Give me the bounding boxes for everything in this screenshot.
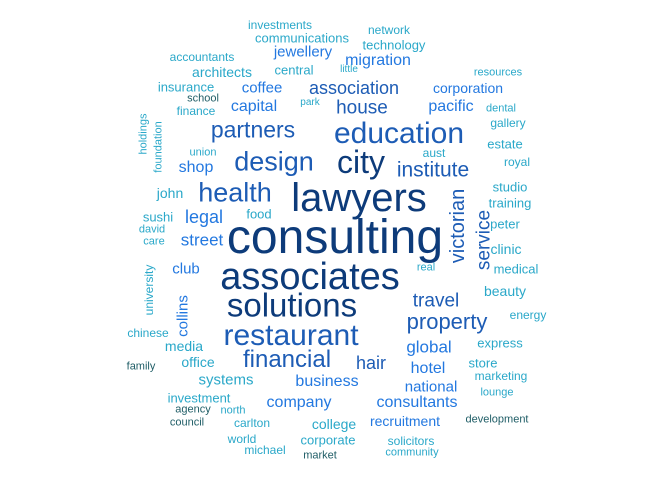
cloud-word: office [181,354,215,370]
cloud-word: partners [210,116,296,143]
cloud-word: college [311,416,357,432]
cloud-word: foundation [152,121,165,173]
cloud-word: architects [192,64,252,80]
cloud-word: solicitors [387,434,435,448]
cloud-word: street [180,230,224,250]
cloud-word: market [303,449,337,462]
cloud-word: network [367,23,411,37]
cloud-word: royal [503,155,531,169]
cloud-word: beauty [483,283,527,299]
cloud-word: investments [247,18,313,32]
cloud-word: union [189,146,217,159]
cloud-word: hair [355,353,387,373]
cloud-word: studio [492,179,528,195]
cloud-word: shop [178,159,214,176]
cloud-word: care [143,235,165,248]
cloud-word: university [142,264,156,316]
cloud-word: carlton [233,416,271,430]
cloud-word: school [187,92,219,105]
cloud-word: central [274,62,314,78]
cloud-word: coffee [241,79,283,97]
cloud-word: collins [174,295,192,337]
cloud-word: business [295,373,359,390]
cloud-word: agency [175,403,211,416]
cloud-word: clinic [490,241,522,257]
cloud-word: jewellery [273,43,333,61]
cloud-word: national [404,378,458,396]
cloud-word: technology [362,37,426,53]
cloud-word: migration [345,52,411,69]
cloud-word: pacific [428,98,474,115]
cloud-word: training [488,195,532,211]
cloud-word: family [126,360,156,373]
cloud-word: corporate [300,432,356,448]
cloud-word: house [336,97,388,119]
cloud-word: institute [396,158,470,182]
cloud-word: financial [242,346,332,373]
cloud-word: david [138,223,166,236]
cloud-word: capital [230,98,278,115]
cloud-word: aust [422,146,446,160]
cloud-word: city [337,144,385,180]
cloud-word: health [198,177,272,208]
cloud-word: estate [487,136,523,152]
cloud-word: design [234,146,314,177]
cloud-word: restaurant [223,319,359,352]
cloud-word: recruitment [369,413,441,429]
cloud-word: investment [167,390,231,406]
cloud-word: lawyers [291,176,427,220]
cloud-word: store [468,355,498,371]
cloud-word: accountants [169,50,235,64]
cloud-word: chinese [127,326,169,340]
cloud-word: john [156,185,184,201]
cloud-word: property [406,309,488,334]
cloud-word: consulting [226,211,444,264]
cloud-word: communications [255,30,349,46]
cloud-word: dental [486,102,516,115]
cloud-word: marketing [474,369,528,383]
cloud-word: express [477,335,523,351]
cloud-word: association [308,78,400,98]
cloud-word: development [465,413,529,426]
cloud-word: finance [176,104,216,118]
cloud-word: education [333,117,465,150]
cloud-word: media [164,338,204,354]
cloud-word: park [300,97,320,108]
cloud-word: systems [198,371,254,389]
cloud-word: global [406,337,452,357]
cloud-word: energy [509,308,547,322]
cloud-word: council [169,416,205,429]
cloud-word: corporation [432,80,504,96]
cloud-word: north [220,404,246,417]
cloud-word: solutions [226,286,358,324]
cloud-word: lounge [480,386,514,399]
cloud-word: michael [244,443,286,457]
cloud-word: gallery [490,116,526,130]
cloud-word: peter [490,216,520,232]
cloud-word: food [246,206,272,222]
cloud-word: victorian [447,188,469,264]
cloud-word: consultants [376,394,458,411]
cloud-word: company [266,394,332,411]
cloud-word: legal [184,207,224,227]
cloud-word: hotel [410,360,446,377]
cloud-word: real [416,261,436,274]
cloud-word: community [385,446,439,459]
cloud-word: sushi [142,209,174,225]
cloud-word: associates [220,256,400,298]
cloud-word: resources [473,66,523,79]
cloud-word: medical [493,261,539,277]
cloud-word: world [227,432,257,446]
cloud-word: club [172,260,200,278]
cloud-word: little [340,64,358,75]
cloud-word: travel [412,290,460,312]
cloud-word: holdings [137,113,150,155]
cloud-word: insurance [157,79,215,95]
